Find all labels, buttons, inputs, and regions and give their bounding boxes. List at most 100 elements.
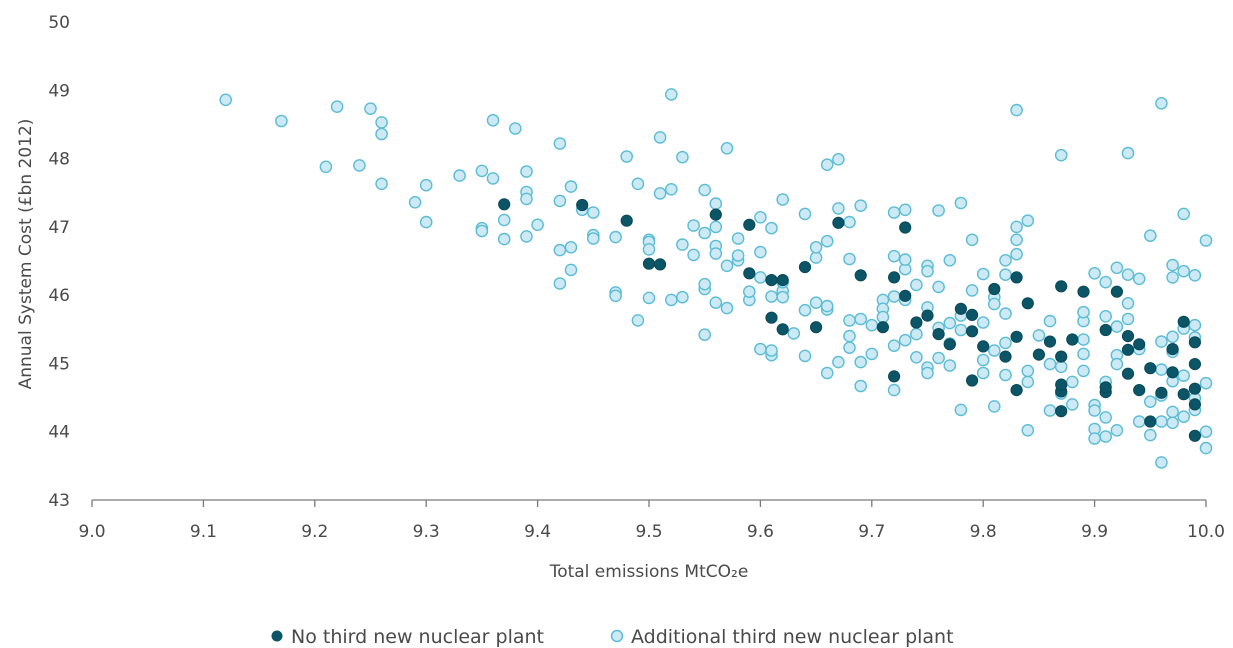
data-point-additional-third-nuclear — [965, 284, 979, 297]
data-point-no-third-nuclear — [1099, 381, 1112, 394]
data-point-no-third-nuclear — [1021, 297, 1034, 310]
data-point-additional-third-nuclear — [520, 192, 533, 206]
data-point-additional-third-nuclear — [1110, 357, 1124, 371]
data-point-additional-third-nuclear — [854, 199, 868, 212]
legend-item-no-third-nuclear: No third new nuclear plant — [271, 626, 544, 648]
data-point-additional-third-nuclear — [976, 267, 990, 281]
data-point-additional-third-nuclear — [687, 248, 700, 262]
data-point-additional-third-nuclear — [731, 232, 745, 245]
data-point-additional-third-nuclear — [910, 350, 923, 364]
data-point-additional-third-nuclear — [1155, 335, 1168, 348]
data-point-additional-third-nuclear — [475, 224, 489, 238]
data-point-additional-third-nuclear — [1155, 97, 1168, 110]
data-point-no-third-nuclear — [966, 325, 979, 338]
data-point-additional-third-nuclear — [665, 293, 678, 307]
data-point-additional-third-nuclear — [665, 182, 678, 196]
data-point-additional-third-nuclear — [1010, 103, 1023, 117]
data-point-additional-third-nuclear — [776, 193, 790, 206]
data-point-no-third-nuclear — [1188, 358, 1202, 371]
data-point-no-third-nuclear — [1055, 405, 1068, 418]
data-point-additional-third-nuclear — [687, 219, 700, 232]
data-point-additional-third-nuclear — [887, 249, 901, 263]
data-point-additional-third-nuclear — [798, 207, 812, 221]
data-point-additional-third-nuclear — [1043, 357, 1057, 371]
data-point-no-third-nuclear — [798, 261, 812, 274]
data-point-additional-third-nuclear — [330, 100, 344, 113]
data-point-no-third-nuclear — [988, 282, 1001, 296]
data-point-additional-third-nuclear — [1099, 275, 1112, 289]
data-point-additional-third-nuclear — [676, 238, 689, 251]
data-point-no-third-nuclear — [765, 311, 778, 324]
data-point-additional-third-nuclear — [843, 314, 856, 327]
data-point-additional-third-nuclear — [932, 351, 945, 365]
data-point-additional-third-nuclear — [419, 215, 433, 229]
data-point-additional-third-nuclear — [609, 230, 622, 244]
data-point-no-third-nuclear — [1144, 362, 1157, 375]
data-point-additional-third-nuclear — [1199, 376, 1213, 390]
data-point-additional-third-nuclear — [720, 301, 734, 315]
data-point-additional-third-nuclear — [1110, 320, 1124, 333]
data-point-no-third-nuclear — [876, 321, 890, 334]
data-point-additional-third-nuclear — [820, 299, 834, 313]
data-point-additional-third-nuclear — [1043, 314, 1057, 328]
legend: No third new nuclear plant Additional th… — [271, 626, 954, 648]
data-point-additional-third-nuclear — [1077, 333, 1090, 346]
data-point-additional-third-nuclear — [1121, 312, 1135, 326]
data-point-additional-third-nuclear — [1166, 330, 1179, 344]
data-point-additional-third-nuclear — [887, 339, 901, 353]
data-point-no-third-nuclear — [1077, 285, 1090, 298]
data-point-additional-third-nuclear — [353, 159, 366, 172]
data-point-no-third-nuclear — [954, 302, 968, 315]
data-point-additional-third-nuclear — [1110, 423, 1124, 437]
data-point-additional-third-nuclear — [943, 359, 957, 372]
data-point-additional-third-nuclear — [887, 206, 901, 219]
data-point-additional-third-nuclear — [653, 131, 667, 144]
data-point-additional-third-nuclear — [676, 150, 689, 164]
data-point-no-third-nuclear — [498, 198, 511, 211]
data-point-no-third-nuclear — [966, 308, 979, 321]
data-point-no-third-nuclear — [1188, 398, 1202, 411]
data-point-additional-third-nuclear — [553, 194, 567, 208]
data-point-no-third-nuclear — [888, 271, 901, 284]
data-point-additional-third-nuclear — [1110, 261, 1124, 275]
data-point-additional-third-nuclear — [843, 252, 856, 266]
data-point-additional-third-nuclear — [988, 297, 1001, 311]
data-point-additional-third-nuclear — [731, 249, 745, 262]
y-tick-label: 46 — [48, 286, 70, 306]
data-point-additional-third-nuclear — [776, 290, 790, 304]
data-point-additional-third-nuclear — [475, 164, 489, 178]
data-point-no-third-nuclear — [1188, 382, 1202, 395]
data-point-additional-third-nuclear — [698, 328, 712, 342]
data-point-additional-third-nuclear — [943, 316, 957, 330]
x-tick-label: 9.1 — [190, 522, 217, 542]
data-point-additional-third-nuclear — [564, 240, 578, 254]
data-point-additional-third-nuclear — [1099, 309, 1112, 323]
data-point-additional-third-nuclear — [1166, 271, 1179, 284]
data-point-no-third-nuclear — [1010, 330, 1023, 343]
data-point-additional-third-nuclear — [1054, 360, 1068, 374]
data-point-no-third-nuclear — [810, 321, 823, 334]
data-point-additional-third-nuclear — [275, 114, 288, 128]
data-point-no-third-nuclear — [966, 374, 979, 387]
data-point-additional-third-nuclear — [820, 158, 834, 171]
data-point-additional-third-nuclear — [1021, 375, 1035, 389]
data-point-additional-third-nuclear — [1199, 425, 1213, 439]
data-point-additional-third-nuclear — [1021, 423, 1035, 437]
y-tick-label: 48 — [48, 150, 70, 170]
x-axis-tick-labels: 9.0 9.1 9.2 9.3 9.4 9.5 9.6 9.7 9.8 9.9 10.0 — [78, 522, 1224, 542]
data-point-no-third-nuclear — [1043, 335, 1057, 348]
data-point-additional-third-nuclear — [564, 263, 578, 277]
data-point-no-third-nuclear — [1133, 384, 1146, 397]
data-point-additional-third-nuclear — [520, 230, 533, 243]
data-point-additional-third-nuclear — [553, 277, 567, 290]
data-point-additional-third-nuclear — [453, 169, 466, 182]
data-point-no-third-nuclear — [921, 309, 934, 322]
data-point-no-third-nuclear — [1177, 315, 1190, 328]
data-point-additional-third-nuclear — [743, 285, 756, 299]
data-point-additional-third-nuclear — [921, 366, 934, 380]
data-point-additional-third-nuclear — [1066, 375, 1079, 389]
data-point-additional-third-nuclear — [364, 102, 377, 115]
data-point-additional-third-nuclear — [999, 307, 1012, 320]
data-point-additional-third-nuclear — [698, 277, 712, 291]
